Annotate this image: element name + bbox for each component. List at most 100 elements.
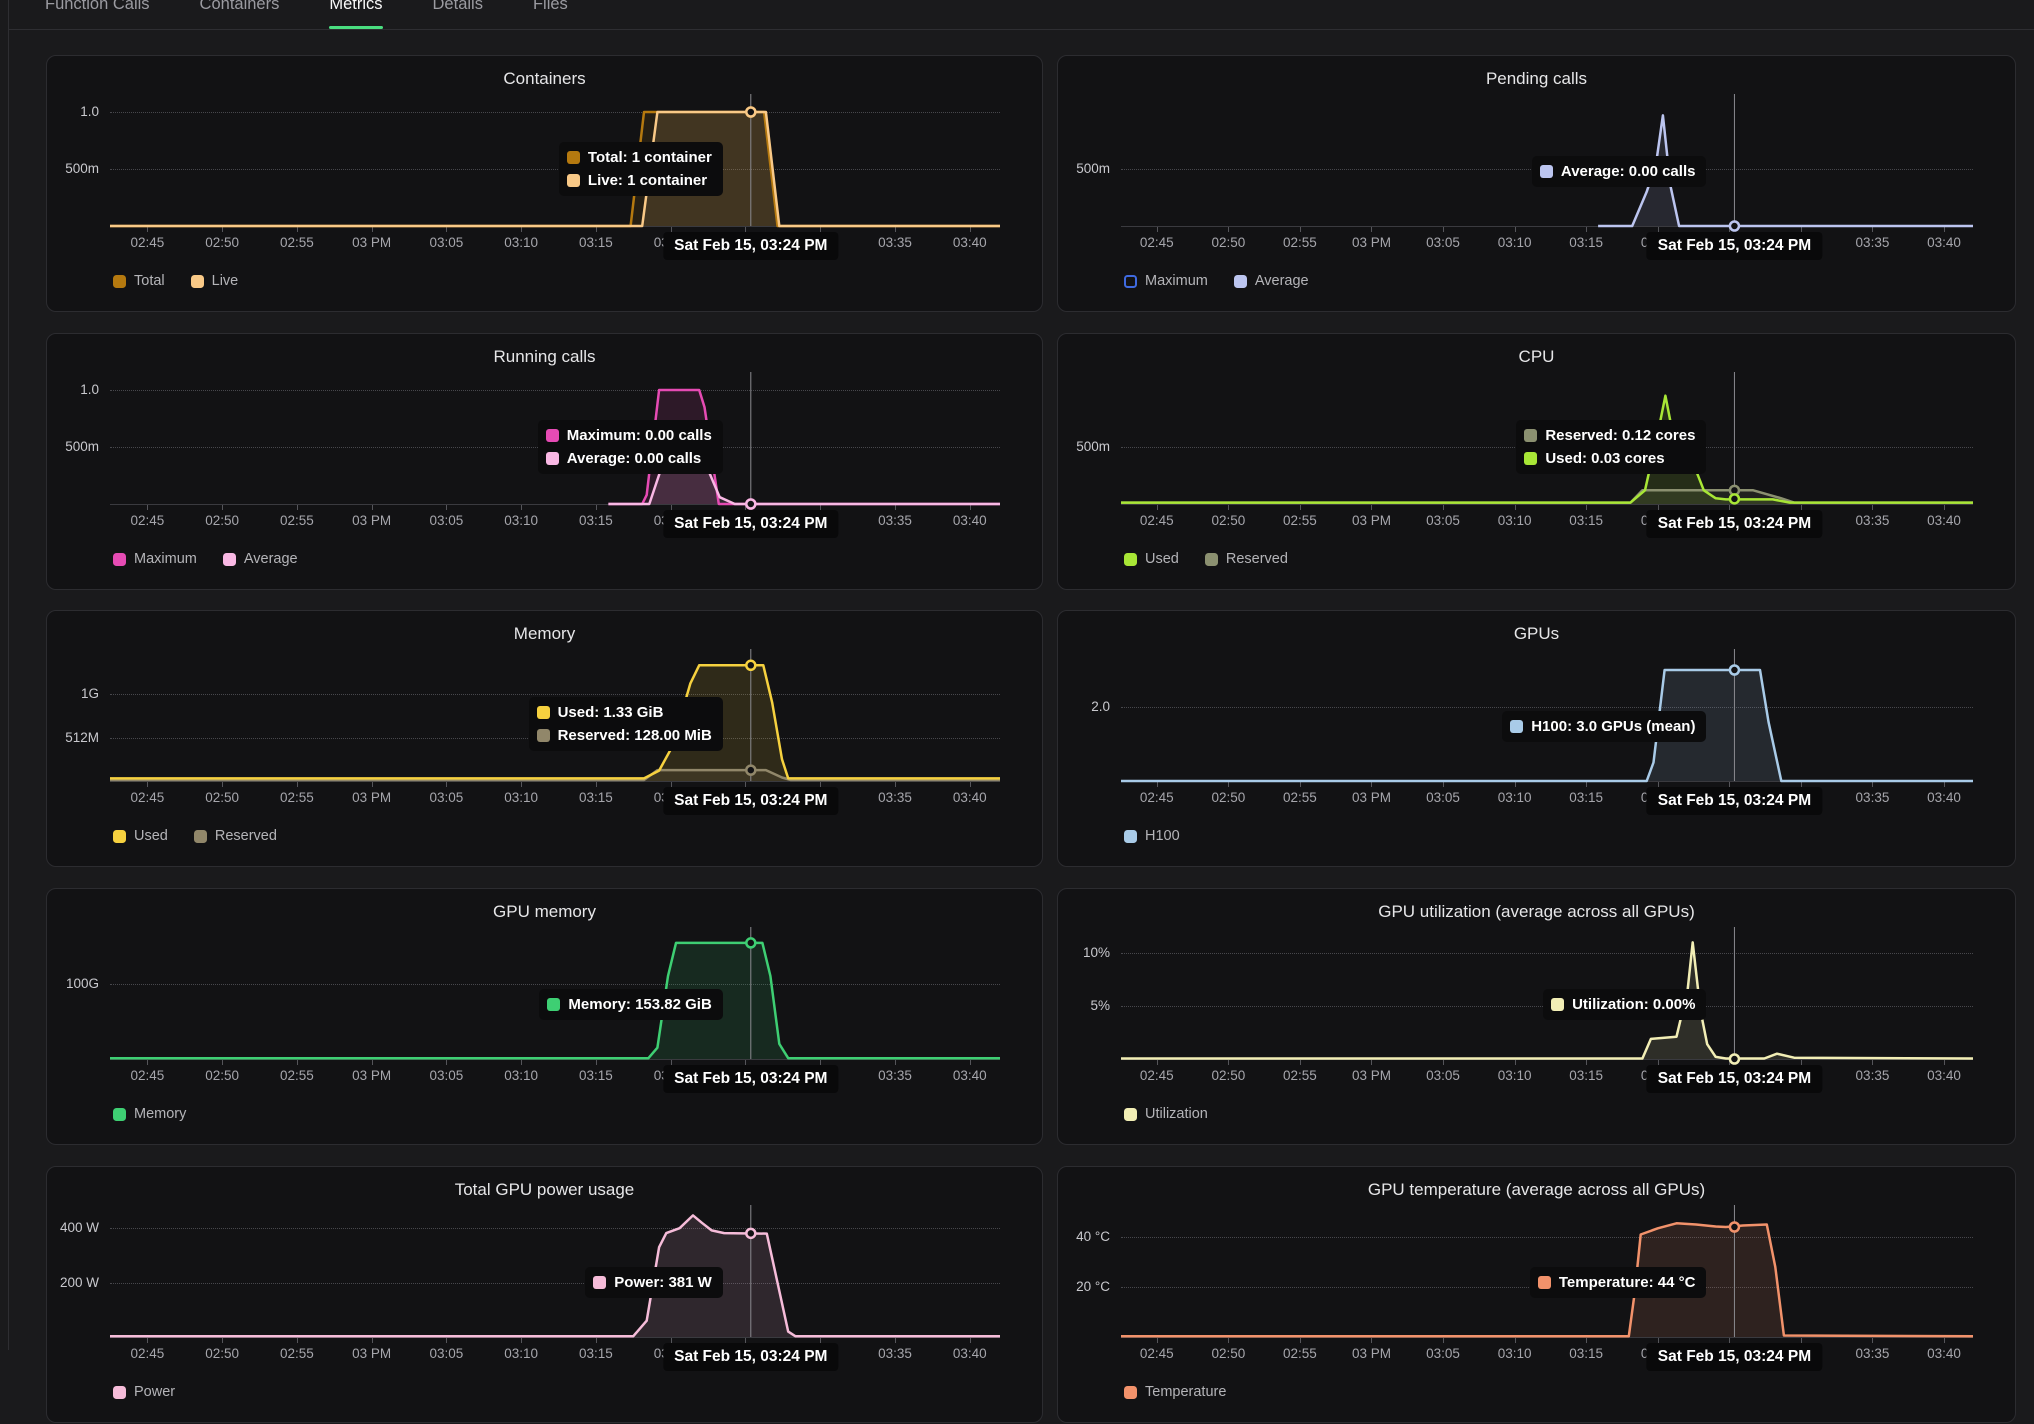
- x-axis-label: 02:45: [1139, 235, 1174, 250]
- x-axis-label: 03:40: [952, 235, 987, 250]
- x-axis-tick: [745, 1338, 747, 1343]
- tab-files[interactable]: Files: [533, 0, 568, 29]
- series-line-live: [110, 110, 1000, 228]
- x-axis-tick: [222, 505, 224, 510]
- legend-item-power[interactable]: Power: [113, 1384, 175, 1400]
- x-axis-label: 03:15: [1569, 513, 1604, 528]
- chart-svg[interactable]: [110, 889, 1000, 1146]
- legend-swatch: [113, 829, 126, 843]
- gridline: [1121, 707, 1973, 708]
- chart-svg[interactable]: [1121, 56, 1973, 313]
- x-axis-tick: [595, 505, 597, 510]
- chart-legend: Temperature: [1124, 1384, 1226, 1400]
- x-axis-tick: [521, 1338, 523, 1343]
- legend-item-memory[interactable]: Memory: [113, 1106, 186, 1122]
- x-axis-label: 02:45: [130, 235, 165, 250]
- x-axis-tick: [1800, 782, 1802, 787]
- x-axis-tick: [147, 1338, 149, 1343]
- x-axis-tick: [894, 1060, 896, 1065]
- chart-panel-gpus: GPUs 2.0 02:45 02:50 02:55 03 PM 03:05 03:10 03:…: [1057, 610, 2016, 867]
- x-axis-tick: [1800, 227, 1802, 232]
- chart-title: Running calls: [493, 347, 596, 366]
- tooltip-series-swatch: [547, 998, 561, 1011]
- legend-item-maximum[interactable]: Maximum: [113, 551, 197, 567]
- legend-item-utilization[interactable]: Utilization: [1124, 1106, 1208, 1122]
- legend-item-reserved[interactable]: Reserved: [1204, 551, 1288, 567]
- tab-details[interactable]: Details: [433, 0, 483, 29]
- x-axis-tick: [1514, 782, 1516, 787]
- legend-label: Used: [1145, 551, 1179, 567]
- x-axis-tick: [222, 782, 224, 787]
- chart-panel-gpu-memory: GPU memory 100G 02:45 02:50 02:55 03 PM 03:05 0…: [46, 888, 1043, 1145]
- x-axis-tick: [1800, 1060, 1802, 1065]
- x-axis-tick: [1156, 782, 1158, 787]
- tab-containers[interactable]: Containers: [200, 0, 280, 29]
- chart-title: Containers: [503, 69, 586, 88]
- tooltip-series-swatch: [1551, 998, 1565, 1011]
- tooltip-row: Utilization: 0.00%: [1551, 996, 1695, 1013]
- legend-item-total[interactable]: Total: [113, 273, 165, 289]
- tooltip-series-swatch: [593, 1276, 607, 1289]
- x-axis-tick: [1371, 1338, 1373, 1343]
- x-axis-label: 02:55: [1283, 513, 1317, 528]
- x-axis-tick: [1514, 505, 1516, 510]
- x-axis-label: 03:05: [1426, 513, 1460, 528]
- tab-metrics[interactable]: Metrics: [329, 0, 383, 29]
- chart-svg[interactable]: [1121, 889, 1974, 1146]
- x-axis-tick: [1443, 505, 1445, 510]
- tab-function-calls[interactable]: Function Calls: [45, 0, 150, 29]
- x-axis-tick: [1872, 505, 1874, 510]
- legend-item-reserved[interactable]: Reserved: [193, 828, 277, 844]
- tooltip-row: Live: 1 container: [566, 172, 712, 189]
- x-axis-tick: [1443, 1060, 1445, 1065]
- x-axis-tick: [670, 1338, 672, 1343]
- crosshair-date-tooltip: Sat Feb 15, 03:24 PM: [663, 787, 839, 815]
- tooltip-row: Average: 0.00 calls: [1539, 163, 1695, 180]
- y-axis-label: 10%: [1082, 945, 1110, 960]
- legend-item-live[interactable]: Live: [190, 273, 238, 289]
- legend-swatch: [1124, 1107, 1137, 1121]
- tooltip-row: Total: 1 container: [566, 149, 712, 166]
- chart-svg[interactable]: [110, 1167, 1000, 1424]
- x-axis-label: 02:55: [1283, 235, 1317, 250]
- tooltip-series-swatch: [536, 706, 550, 719]
- chart-svg[interactable]: [110, 56, 1000, 313]
- legend-item-maximum[interactable]: Maximum: [1124, 273, 1208, 289]
- x-axis-tick: [1872, 1060, 1874, 1065]
- x-axis-tick: [1586, 782, 1588, 787]
- legend-item-average[interactable]: Average: [1233, 273, 1309, 289]
- x-axis-tick: [1872, 1338, 1874, 1343]
- chart-legend: Total Live: [113, 273, 238, 289]
- legend-swatch: [193, 829, 207, 843]
- x-axis-tick: [1228, 505, 1230, 510]
- legend-item-h100[interactable]: H100: [1124, 828, 1180, 844]
- x-axis-tick: [1299, 782, 1301, 787]
- crosshair-date-tooltip: Sat Feb 15, 03:24 PM: [1646, 1065, 1823, 1093]
- legend-item-average[interactable]: Average: [222, 551, 298, 567]
- tooltip-series-value: H100: 3.0 GPUs (mean): [1531, 718, 1696, 735]
- legend-item-used[interactable]: Used: [1124, 551, 1179, 567]
- x-axis-tick: [296, 1338, 298, 1343]
- chart-svg[interactable]: [110, 611, 1000, 868]
- series-line-average: [1598, 114, 1973, 228]
- x-axis-tick: [745, 505, 747, 510]
- active-tab-underline: [329, 26, 383, 29]
- x-axis-tick: [521, 505, 523, 510]
- chart-svg[interactable]: [1121, 611, 1973, 868]
- x-axis-tick: [969, 1060, 971, 1065]
- tooltip-series-value: Temperature: 44 °C: [1558, 1274, 1696, 1291]
- x-axis-tick: [1443, 227, 1445, 232]
- legend-item-temperature[interactable]: Temperature: [1124, 1384, 1226, 1400]
- legend-item-used[interactable]: Used: [113, 828, 168, 844]
- series-area-h100: [1121, 670, 1973, 781]
